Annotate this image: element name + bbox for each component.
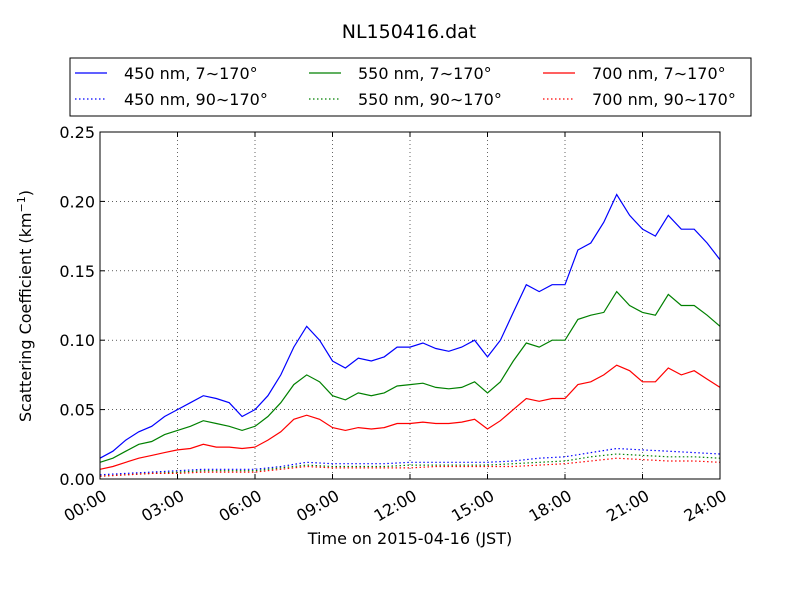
series-line-0	[99, 193, 721, 459]
x-tick-label: 06:00	[216, 486, 265, 526]
x-tick-label: 03:00	[138, 486, 187, 526]
ticks: 00:00 03:00 06:00 09:00 12:00 15:00 18:00 21:00…	[59, 123, 730, 526]
legend-label: 700 nm, 90∼170°	[592, 90, 736, 109]
x-tick-label: 15:00	[448, 486, 497, 526]
legend-label: 700 nm, 7∼170°	[592, 64, 726, 83]
y-tick-label: 0.25	[59, 123, 95, 142]
legend-label: 450 nm, 90∼170°	[124, 90, 268, 109]
x-tick-label: 09:00	[293, 486, 342, 526]
x-tick-label: 00:00	[61, 486, 110, 526]
series-line-1	[99, 290, 721, 463]
y-axis-label: Scattering Coefficient (km−1)	[15, 190, 35, 422]
x-tick-label: 24:00	[681, 486, 730, 526]
legend-label: 550 nm, 7∼170°	[358, 64, 492, 83]
y-tick-label: 0.10	[59, 331, 95, 350]
grid	[99, 131, 721, 480]
x-tick-label: 21:00	[603, 486, 652, 526]
y-tick-label: 0.20	[59, 192, 95, 211]
y-tick-label: 0.05	[59, 401, 95, 420]
y-tick-label: 0.15	[59, 262, 95, 281]
legend-label: 550 nm, 90∼170°	[358, 90, 502, 109]
y-tick-label: 0.00	[59, 470, 95, 489]
series-line-2	[99, 364, 721, 470]
legend-box	[69, 57, 752, 117]
chart-title: NL150416.dat	[342, 21, 477, 43]
x-tick-label: 18:00	[526, 486, 575, 526]
x-axis-label: Time on 2015-04-16 (JST)	[307, 529, 512, 548]
legend: 450 nm, 7∼170° 550 nm, 7∼170° 700 nm, 7∼17…	[69, 57, 752, 117]
x-tick-label: 12:00	[371, 486, 420, 526]
plot-area	[99, 193, 721, 477]
legend-label: 450 nm, 7∼170°	[124, 64, 258, 83]
